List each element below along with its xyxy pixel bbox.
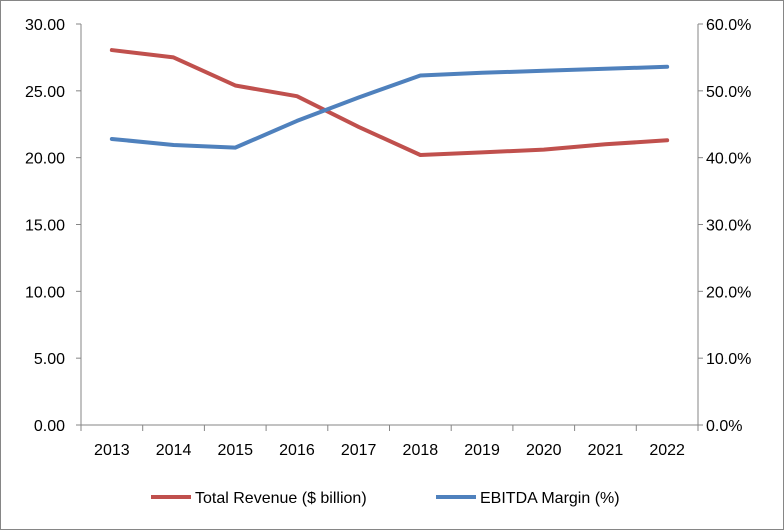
right-tick-label: 20.0% [706,284,751,301]
left-tick-label: 5.00 [34,351,65,368]
x-tick-label: 2018 [403,442,439,459]
right-tick-label: 10.0% [706,351,751,368]
x-tick-label: 2015 [217,442,253,459]
legend-label: Total Revenue ($ billion) [195,490,367,507]
legend-label: EBITDA Margin (%) [480,490,620,507]
left-tick-label: 30.00 [25,17,65,34]
left-tick-label: 15.00 [25,218,65,235]
left-tick-label: 25.00 [25,84,65,101]
left-tick-label: 20.00 [25,151,65,168]
x-tick-label: 2013 [94,442,130,459]
x-tick-label: 2016 [279,442,315,459]
x-tick-label: 2014 [156,442,192,459]
x-tick-label: 2021 [588,442,624,459]
x-tick-label: 2019 [464,442,500,459]
left-tick-label: 0.00 [34,418,65,435]
x-tick-label: 2017 [341,442,377,459]
right-tick-label: 30.0% [706,218,751,235]
left-tick-label: 10.00 [25,284,65,301]
series-line-1 [109,64,670,150]
x-tick-label: 2020 [526,442,562,459]
right-tick-label: 50.0% [706,84,751,101]
right-tick-label: 60.0% [706,17,751,34]
x-tick-label: 2022 [649,442,685,459]
right-tick-label: 0.0% [706,418,742,435]
right-tick-label: 40.0% [706,151,751,168]
series-line-0 [109,48,670,157]
